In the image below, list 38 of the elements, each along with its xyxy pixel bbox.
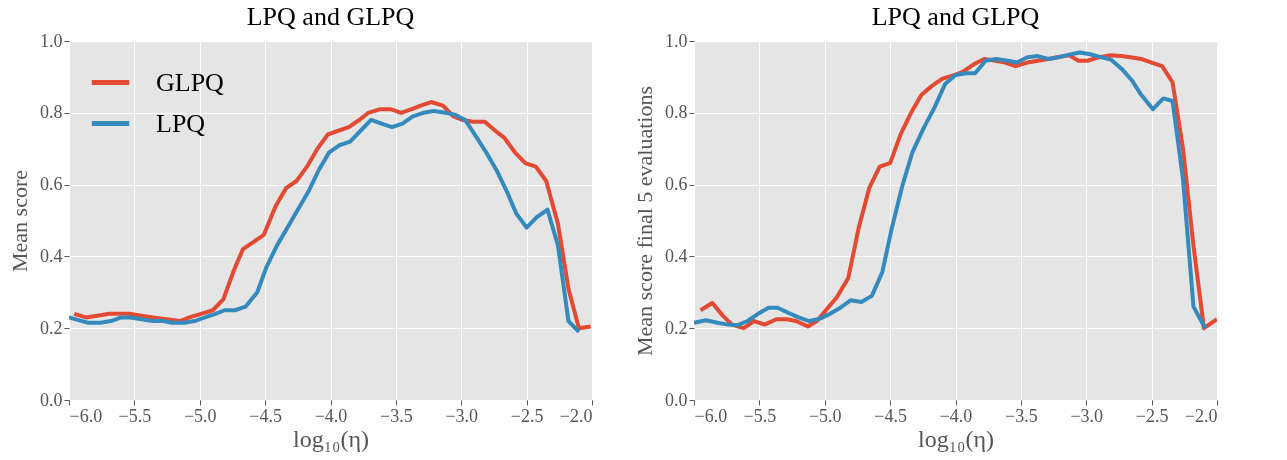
y-tick-label: 0.8 (40, 102, 63, 123)
x-tick-label: −3.0 (445, 405, 479, 426)
x-tick-label: −3.5 (380, 405, 413, 426)
x-tick-label: −2.0 (559, 405, 593, 426)
y-tick-label: 1.0 (40, 30, 63, 51)
y-tick-label: 0.6 (665, 174, 688, 195)
y-tick-label: 0.8 (665, 102, 688, 123)
x-tick-label: −4.0 (939, 405, 973, 426)
x-tick-label: −2.5 (1135, 405, 1169, 426)
x-tick-label: −5.0 (808, 405, 842, 426)
y-axis-title: Mean score (7, 169, 32, 273)
x-tick-label: −3.0 (1070, 405, 1104, 426)
x-tick-label: −4.5 (874, 405, 907, 426)
x-tick-label: −6.0 (694, 405, 728, 426)
y-tick-label: 0.2 (40, 317, 63, 338)
x-tick-label: −6.0 (69, 405, 103, 426)
y-tick-label: 0.2 (665, 317, 688, 338)
x-axis-title: log₁₀(η) (918, 425, 994, 452)
legend-label: LPQ (156, 108, 206, 138)
x-tick-label: −4.0 (314, 405, 348, 426)
x-tick-label: −2.0 (1184, 405, 1218, 426)
chart-title: LPQ and GLPQ (871, 2, 1040, 31)
y-tick-label: 0.0 (40, 389, 63, 410)
x-tick-label: −2.5 (510, 405, 544, 426)
legend-label: GLPQ (156, 67, 225, 97)
y-tick-label: 0.0 (665, 389, 688, 410)
y-tick-label: 0.6 (40, 174, 63, 195)
y-tick-label: 1.0 (665, 30, 688, 51)
y-tick-label: 0.4 (665, 245, 688, 266)
x-tick-label: −5.0 (183, 405, 217, 426)
y-tick-label: 0.4 (40, 245, 63, 266)
x-axis-title: log₁₀(η) (293, 425, 369, 452)
y-axis-title: Mean score final 5 evaluations (632, 85, 657, 357)
x-tick-label: −4.5 (249, 405, 282, 426)
chart-title: LPQ and GLPQ (246, 2, 415, 31)
x-tick-label: −3.5 (1005, 405, 1038, 426)
x-tick-label: −5.5 (118, 405, 152, 426)
x-tick-label: −5.5 (743, 405, 777, 426)
